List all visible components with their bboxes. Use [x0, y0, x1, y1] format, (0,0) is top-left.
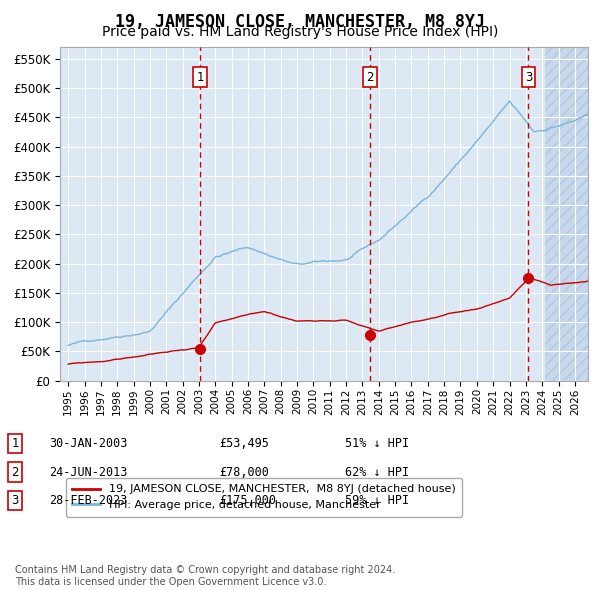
Text: £175,000: £175,000	[219, 494, 276, 507]
Text: 24-JUN-2013: 24-JUN-2013	[49, 466, 128, 478]
Text: 2: 2	[367, 71, 374, 84]
Text: 30-JAN-2003: 30-JAN-2003	[49, 437, 128, 450]
Text: 19, JAMESON CLOSE, MANCHESTER, M8 8YJ: 19, JAMESON CLOSE, MANCHESTER, M8 8YJ	[115, 13, 485, 31]
Text: Price paid vs. HM Land Registry's House Price Index (HPI): Price paid vs. HM Land Registry's House …	[102, 25, 498, 40]
Text: 1: 1	[197, 71, 204, 84]
Text: £53,495: £53,495	[219, 437, 269, 450]
Text: 51% ↓ HPI: 51% ↓ HPI	[345, 437, 409, 450]
Bar	[545, 47, 588, 381]
Text: 1: 1	[11, 437, 19, 450]
Text: 28-FEB-2023: 28-FEB-2023	[49, 494, 128, 507]
Text: 62% ↓ HPI: 62% ↓ HPI	[345, 466, 409, 478]
Text: 3: 3	[525, 71, 532, 84]
Text: 3: 3	[11, 494, 19, 507]
Text: 2: 2	[11, 466, 19, 478]
Legend: 19, JAMESON CLOSE, MANCHESTER,  M8 8YJ (detached house), HPI: Average price, det: 19, JAMESON CLOSE, MANCHESTER, M8 8YJ (d…	[65, 478, 463, 517]
Text: Contains HM Land Registry data © Crown copyright and database right 2024.
This d: Contains HM Land Registry data © Crown c…	[15, 565, 395, 587]
Text: £78,000: £78,000	[219, 466, 269, 478]
Text: 59% ↓ HPI: 59% ↓ HPI	[345, 494, 409, 507]
